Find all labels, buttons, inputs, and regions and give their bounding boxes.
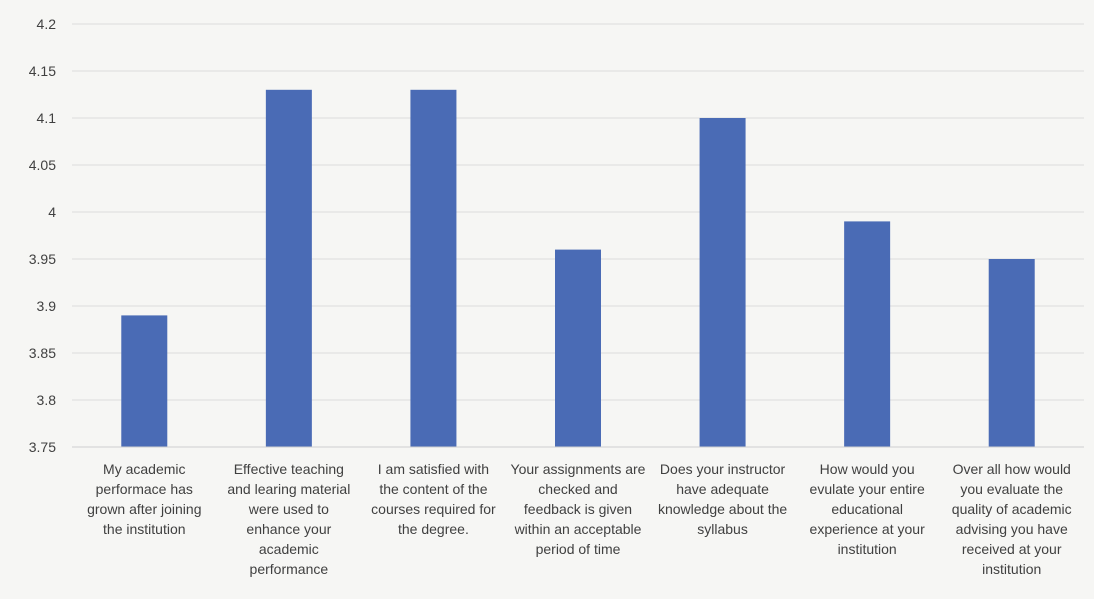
bar	[699, 118, 746, 447]
y-tick-label: 3.9	[37, 298, 57, 314]
bar	[121, 315, 168, 447]
bar	[265, 89, 312, 448]
x-category-label: I am satisfied with the content of the c…	[371, 461, 496, 537]
y-tick-label: 3.95	[29, 251, 56, 267]
x-category-label: Over all how would you evaluate the qual…	[951, 461, 1072, 577]
x-category-label: Effective teaching and learing material …	[227, 461, 351, 577]
y-tick-label: 3.8	[37, 392, 57, 408]
bars	[121, 89, 1035, 448]
y-axis-ticks: 3.75 3.8 3.85 3.9 3.95 4 4.05 4.1 4.15 4.2	[29, 16, 56, 455]
y-tick-label: 3.75	[29, 439, 56, 455]
y-tick-label: 4.1	[37, 110, 57, 126]
x-category-label: How would you evulate your entire educat…	[809, 461, 925, 557]
y-tick-label: 4.2	[37, 16, 57, 32]
y-tick-label: 4.15	[29, 63, 56, 79]
bar	[555, 249, 601, 447]
x-category-label: Does your instructor have adequate knowl…	[657, 461, 788, 537]
y-tick-label: 4	[48, 204, 56, 220]
x-category-label: My academic performace has grown after j…	[87, 461, 202, 537]
bar	[844, 221, 891, 447]
y-tick-label: 4.05	[29, 157, 56, 173]
y-tick-label: 3.85	[29, 345, 56, 361]
bar	[988, 259, 1035, 447]
x-category-label: Your assignments are checked and feedbac…	[510, 461, 646, 557]
bar	[410, 89, 457, 448]
